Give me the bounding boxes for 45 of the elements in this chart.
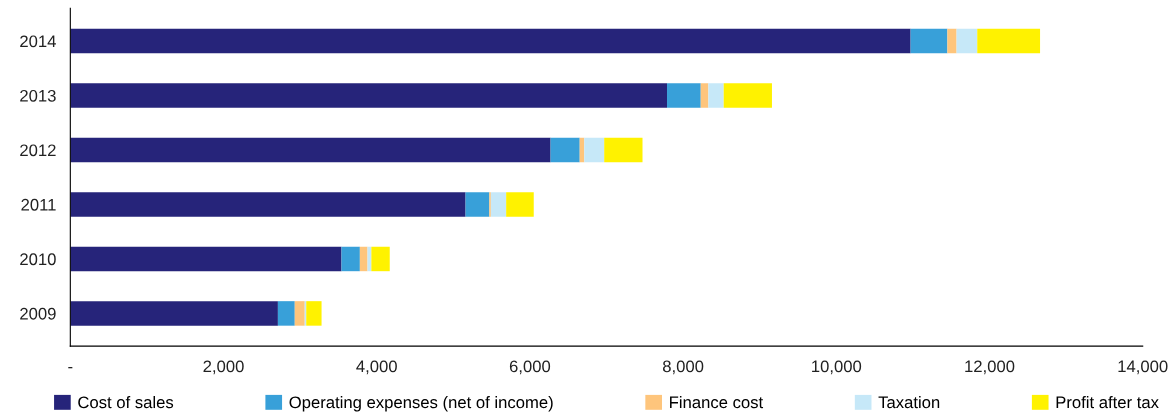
y-tick-label: 2010: [20, 253, 56, 266]
bar: [70, 137, 551, 163]
bar: [506, 192, 534, 217]
legend-label: Cost of sales: [78, 395, 174, 409]
x-tick-label: -: [68, 367, 73, 369]
y-tick-label: 2009: [20, 307, 56, 320]
bar: [700, 83, 709, 108]
bar: [465, 192, 490, 217]
bar: [294, 301, 305, 326]
x-tick-label: 2,000: [203, 360, 244, 375]
bar: [604, 137, 643, 163]
legend-label: Operating expenses (net of income): [289, 395, 553, 412]
x-tick-label: 14,000: [1118, 360, 1168, 375]
bar: [341, 246, 360, 272]
x-tick-label: 10,000: [812, 360, 862, 375]
bar: [70, 246, 342, 272]
y-tick-label: 2013: [20, 89, 56, 102]
bar: [550, 137, 580, 163]
bar: [910, 28, 948, 54]
bar: [306, 301, 322, 326]
x-tick-label: 4,000: [356, 360, 397, 375]
legend-label: Profit after tax: [1056, 395, 1159, 409]
bar: [371, 246, 390, 272]
bar: [708, 83, 724, 108]
y-tick-label: 2011: [21, 198, 56, 211]
bar: [70, 83, 668, 108]
bar: [977, 28, 1041, 54]
x-tick-label: 12,000: [965, 360, 1015, 375]
bar: [70, 192, 466, 217]
x-tick-label: 8,000: [662, 360, 704, 375]
bar: [667, 83, 701, 108]
bar: [584, 137, 605, 163]
y-tick-label: 2012: [20, 144, 56, 157]
bar: [277, 301, 295, 326]
y-tick-label: 2014: [20, 35, 56, 48]
legend-label: Finance cost: [670, 395, 764, 409]
bar: [723, 83, 772, 108]
bar: [956, 28, 978, 54]
bar: [947, 28, 957, 54]
bar: [490, 192, 507, 217]
x-tick-label: 6,000: [509, 360, 551, 375]
legend-label: Taxation: [878, 395, 940, 409]
bar: [359, 246, 368, 272]
bar: [70, 301, 278, 326]
bar: [70, 28, 911, 54]
